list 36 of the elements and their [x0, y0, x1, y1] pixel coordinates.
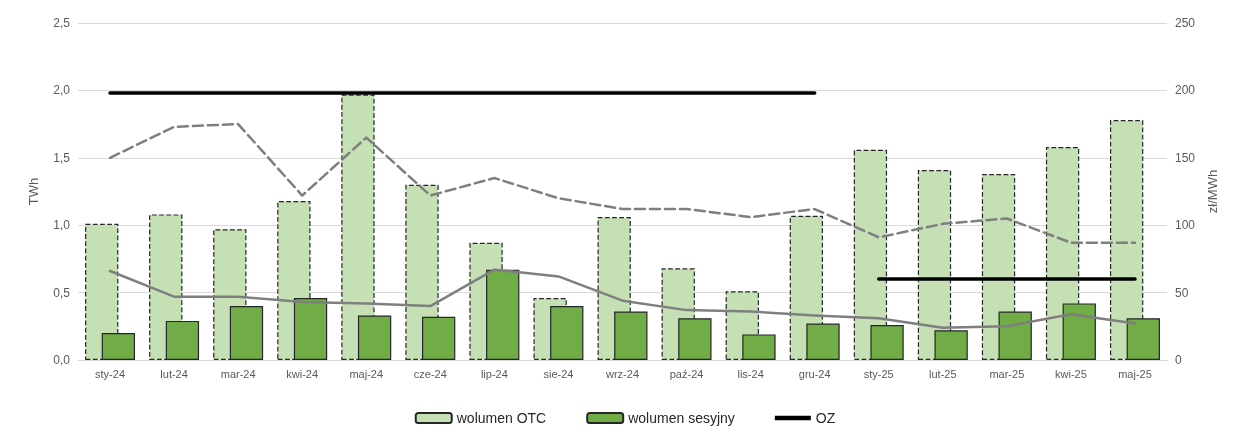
y2-tick-label: 150 [1175, 150, 1196, 165]
x-tick-label: sie-24 [543, 367, 574, 380]
x-tick-label: maj-24 [349, 367, 384, 380]
y-tick-label: 0,5 [53, 285, 71, 300]
x-tick-label: mar-25 [989, 367, 1025, 380]
y2-axis-title: zł/MWh [1204, 169, 1220, 214]
y-tick-label: 2,5 [53, 16, 71, 30]
x-tick-label: cze-24 [413, 367, 447, 380]
legend-label: wolumen sesyjny [627, 410, 735, 426]
x-tick-label: lut-25 [929, 367, 957, 380]
x-tick-label: mar-24 [220, 367, 256, 380]
y2-tick-label: 100 [1175, 218, 1196, 233]
y2-tick-label: 50 [1175, 285, 1189, 300]
legend-label: OZ [815, 410, 836, 426]
x-tick-label: sty-25 [863, 367, 894, 380]
line-series [108, 122, 1137, 244]
y-tick-label: 0,0 [53, 353, 71, 367]
y-tick-label: 1,0 [53, 218, 71, 233]
y2-tick-label: 0 [1175, 353, 1182, 367]
x-tick-label: paź-24 [669, 367, 704, 380]
x-tick-label: lut-24 [160, 367, 188, 380]
y2-tick-label: 250 [1175, 16, 1196, 30]
x-tick-label: lip-24 [480, 367, 508, 380]
x-tick-label: wrz-24 [604, 367, 640, 380]
y-tick-label: 1,5 [53, 150, 71, 165]
y-tick-label: 2,0 [53, 83, 71, 98]
x-tick-label: gru-24 [798, 367, 831, 380]
legend-label: wolumen OTC [455, 410, 547, 426]
y2-tick-label: 200 [1175, 83, 1196, 98]
x-tick-label: maj-25 [1118, 367, 1152, 380]
x-tick-label: kwi-25 [1055, 367, 1087, 380]
x-tick-label: kwi-24 [286, 367, 319, 380]
y-axis-title: TWh [26, 177, 41, 206]
x-tick-label: lis-24 [737, 367, 764, 380]
line-series [108, 268, 1137, 329]
x-tick-label: sty-24 [95, 367, 126, 380]
